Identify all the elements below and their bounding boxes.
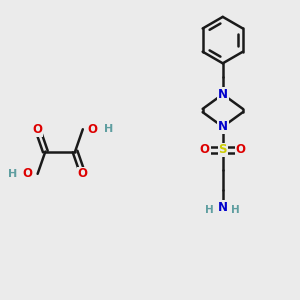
Text: O: O bbox=[88, 123, 98, 136]
Text: H: H bbox=[8, 169, 17, 179]
Text: H: H bbox=[206, 206, 214, 215]
Text: H: H bbox=[103, 124, 113, 134]
Text: O: O bbox=[236, 143, 246, 157]
Text: H: H bbox=[231, 206, 240, 215]
Text: O: O bbox=[78, 167, 88, 180]
Text: O: O bbox=[200, 143, 210, 157]
Text: N: N bbox=[218, 120, 228, 133]
Text: N: N bbox=[218, 201, 228, 214]
Text: S: S bbox=[218, 143, 227, 157]
Text: O: O bbox=[33, 123, 43, 136]
Text: O: O bbox=[23, 167, 33, 180]
Text: N: N bbox=[218, 88, 228, 101]
